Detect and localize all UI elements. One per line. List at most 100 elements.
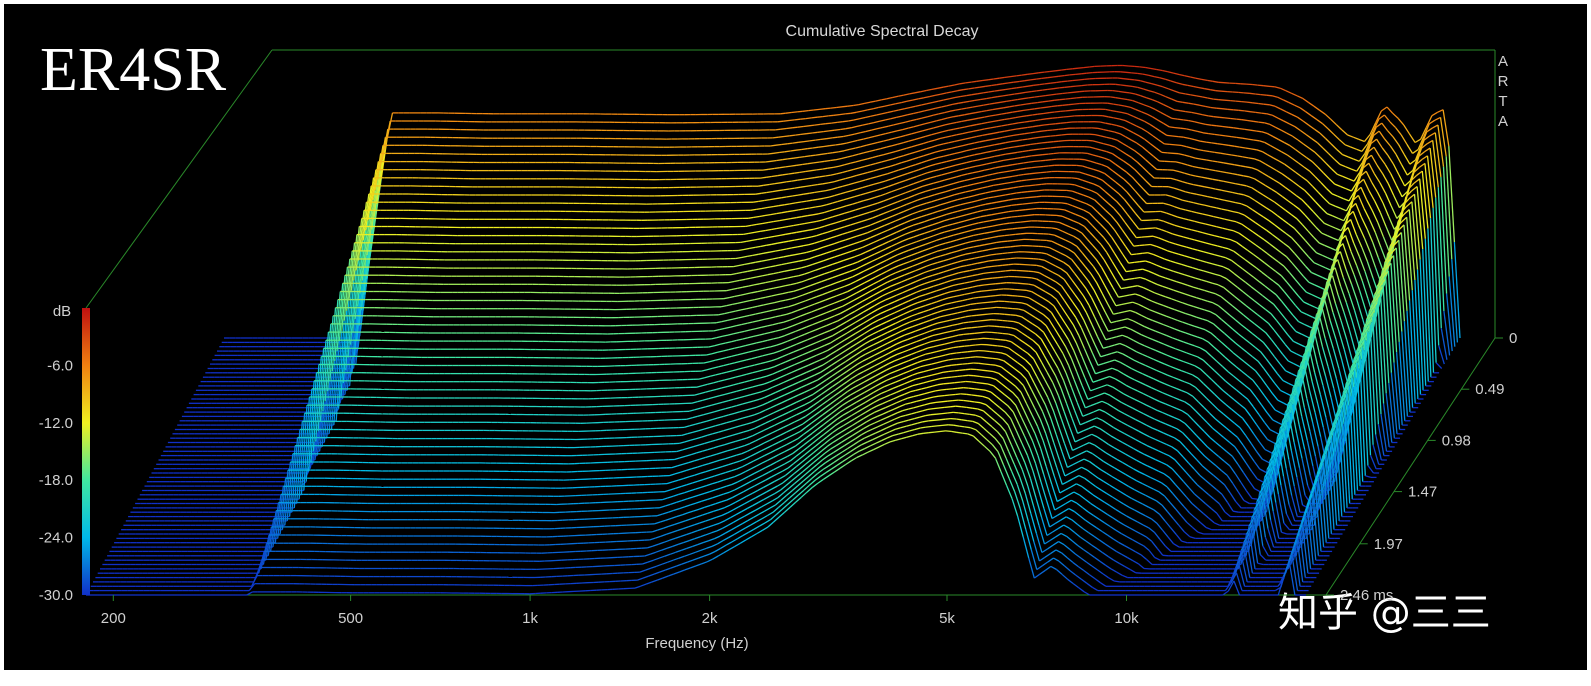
decay-line-segment xyxy=(1017,98,1024,101)
decay-line-segment xyxy=(892,169,900,173)
decay-line-segment xyxy=(1136,142,1143,148)
decay-line-segment xyxy=(1295,171,1302,178)
decay-line-segment xyxy=(351,306,359,373)
decay-line-segment xyxy=(1258,235,1265,241)
decay-line-segment xyxy=(919,135,926,139)
decay-line-segment xyxy=(963,88,969,91)
decay-line-segment xyxy=(856,110,863,113)
decay-line-segment xyxy=(1400,134,1408,145)
decay-line-segment xyxy=(759,229,766,233)
decay-line-segment xyxy=(1126,98,1133,102)
decay-line-segment xyxy=(1340,185,1347,190)
decay-line-segment xyxy=(1130,122,1137,127)
decay-line-segment xyxy=(860,130,866,134)
decay-line-segment xyxy=(993,143,1000,146)
decay-line-segment xyxy=(1163,202,1170,206)
decay-line-segment xyxy=(974,141,980,144)
decay-line-segment xyxy=(943,154,950,157)
decay-line-segment xyxy=(1066,189,1073,192)
decay-line-segment xyxy=(1015,127,1022,130)
decay-line-segment xyxy=(1389,121,1397,129)
decay-line-segment xyxy=(927,127,934,131)
decay-line-segment xyxy=(1144,120,1151,125)
decay-line-segment xyxy=(828,181,835,184)
decay-line-segment xyxy=(1191,210,1198,214)
decay-line-segment xyxy=(834,128,841,131)
decay-line-segment xyxy=(1361,246,1369,262)
decay-line-segment xyxy=(1191,111,1198,115)
decay-line-segment xyxy=(1018,121,1025,124)
decay-line-segment xyxy=(1004,181,1011,185)
decay-line-segment xyxy=(808,109,814,112)
decay-line-segment xyxy=(1265,185,1272,190)
decay-line-segment xyxy=(1297,269,1304,277)
decay-line-segment xyxy=(1036,142,1043,145)
decay-line-segment xyxy=(856,173,863,177)
decay-line-segment xyxy=(1359,157,1367,173)
decay-line-segment xyxy=(1140,95,1147,99)
decay-line-segment xyxy=(1033,148,1040,151)
decay-line-segment xyxy=(945,135,952,138)
decay-line-segment xyxy=(1240,203,1248,207)
decay-line-segment xyxy=(885,191,892,195)
decay-line-segment xyxy=(1285,90,1292,94)
decay-line-segment xyxy=(952,102,959,106)
decay-line-segment xyxy=(823,145,830,148)
decay-line-segment xyxy=(1366,261,1374,279)
decay-line-segment xyxy=(1361,148,1369,164)
decay-line-segment xyxy=(988,78,994,81)
decay-line-segment xyxy=(957,144,964,148)
decay-line-segment xyxy=(981,121,988,125)
decay-line-segment xyxy=(1270,145,1277,150)
decay-line-segment xyxy=(842,170,848,174)
decay-line-segment xyxy=(1123,160,1130,166)
decay-slice xyxy=(214,89,1451,357)
decay-line-segment xyxy=(1111,153,1119,158)
decay-line-segment xyxy=(1304,214,1312,222)
decay-line-segment xyxy=(775,197,782,200)
decay-line-segment xyxy=(919,123,926,126)
decay-line-segment xyxy=(1439,117,1447,157)
decay-line-segment xyxy=(1392,112,1399,119)
decay-line-segment xyxy=(1173,72,1180,76)
decay-line-segment xyxy=(957,101,964,104)
decay-line-segment xyxy=(994,89,1000,92)
decay-line-segment xyxy=(1334,183,1341,188)
decay-line-segment xyxy=(862,185,869,189)
decay-slice xyxy=(193,145,1427,396)
decay-line-segment xyxy=(1137,182,1144,190)
decay-line-segment xyxy=(1023,173,1030,176)
decay-line-segment xyxy=(808,177,815,180)
decay-line-segment xyxy=(780,127,787,130)
decay-line-segment xyxy=(1282,219,1289,225)
decay-line-segment xyxy=(1302,120,1310,126)
decay-line-segment xyxy=(1226,190,1233,194)
decay-line-segment xyxy=(963,100,970,103)
decay-line-segment xyxy=(843,134,850,138)
decay-line-segment xyxy=(1140,80,1147,83)
decay-line-segment xyxy=(1416,269,1424,391)
decay-line-segment xyxy=(773,151,780,154)
decay-line-segment xyxy=(1013,145,1020,148)
decay-line-segment xyxy=(914,149,921,153)
decay-line-segment xyxy=(1223,162,1230,165)
decay-line-segment xyxy=(851,139,858,143)
decay-line-segment xyxy=(1244,128,1251,131)
plot-box-left-edge xyxy=(85,49,273,309)
decay-line-segment xyxy=(1044,70,1050,73)
decay-line-segment xyxy=(848,119,855,122)
decay-line-segment xyxy=(890,116,897,120)
decay-line-segment xyxy=(892,95,899,99)
decay-line-segment xyxy=(813,176,820,179)
decay-line-segment xyxy=(1360,216,1368,230)
decay-line-segment xyxy=(1327,235,1334,239)
decay-line-segment xyxy=(1364,270,1372,289)
decay-line-segment xyxy=(1169,126,1176,129)
decay-line-segment xyxy=(1310,220,1317,228)
decay-line-segment xyxy=(763,183,770,186)
decay-line-segment xyxy=(344,344,352,395)
decay-line-segment xyxy=(1194,121,1201,124)
decay-line-segment xyxy=(911,131,918,135)
decay-line-segment xyxy=(1024,196,1031,199)
decay-line-segment xyxy=(1390,205,1398,219)
